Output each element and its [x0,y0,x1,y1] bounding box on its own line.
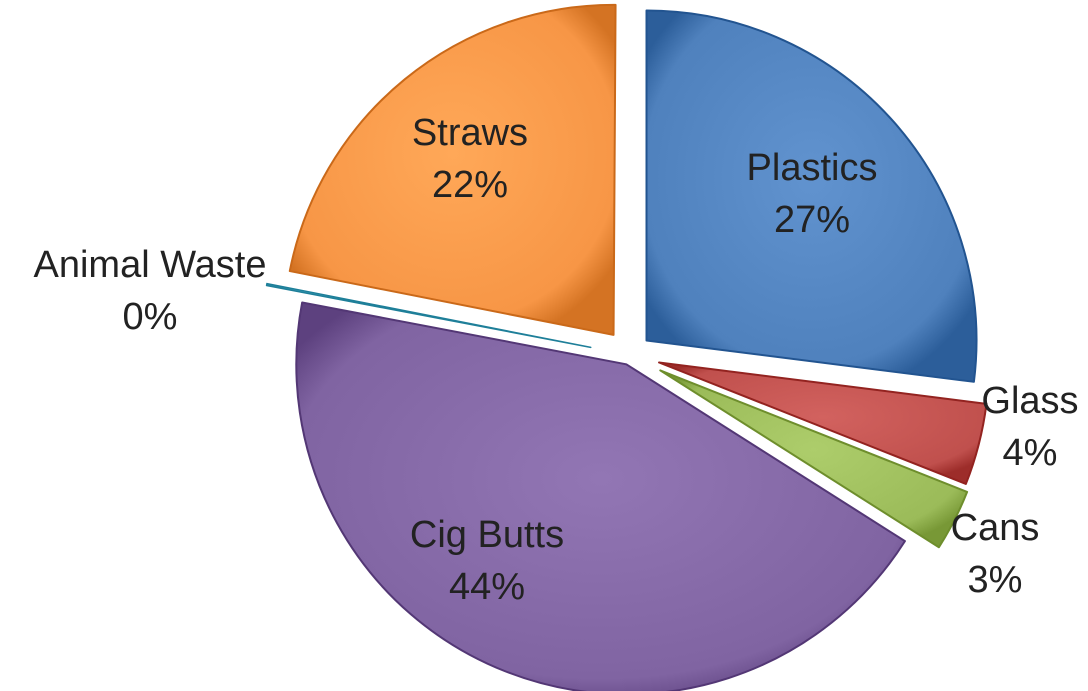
slice-label-cans: Cans [951,507,1040,549]
pie-slice-plastics [645,9,978,383]
slice-value-plastics: 27% [774,199,850,241]
slice-label-animal-waste: Animal Waste [34,244,267,286]
pie-slice-cans [659,369,969,549]
slices-layer [265,3,988,691]
slice-label-glass: Glass [981,380,1078,422]
slice-label-cig-butts: Cig Butts [410,514,564,556]
pie-slice-straws [288,3,617,336]
slice-value-straws: 22% [432,164,508,206]
labels-layer: Plastics 27% Glass 4% Cans 3% Cig Butts 44% Anim… [34,112,1079,608]
slice-label-plastics: Plastics [747,147,878,189]
slice-value-cans: 3% [968,559,1023,601]
pie-slice-animal-waste [265,282,592,349]
pie-slice-cig-butts [295,301,906,691]
slice-value-cig-butts: 44% [449,566,525,608]
slice-value-glass: 4% [1003,432,1058,474]
pie-slice-glass [658,361,988,485]
slice-label-straws: Straws [412,112,528,154]
slice-value-animal-waste: 0% [123,296,178,338]
